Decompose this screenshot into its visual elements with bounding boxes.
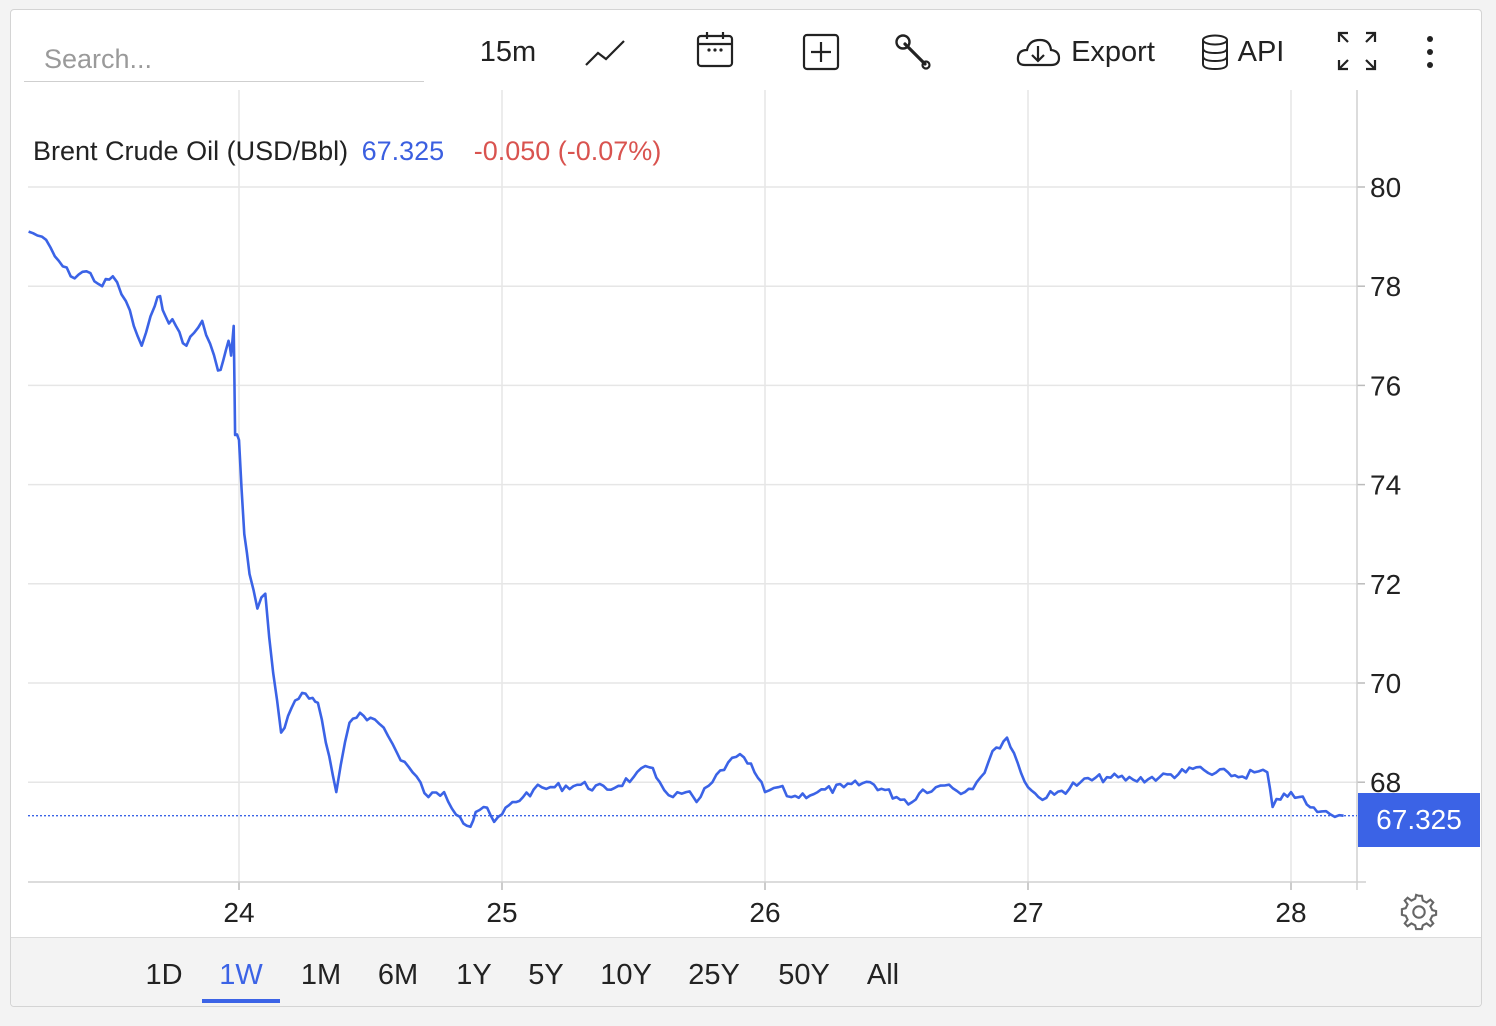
more-vertical-icon xyxy=(1427,36,1433,68)
chart-widget xyxy=(10,9,1482,1007)
search-input[interactable] xyxy=(24,38,424,82)
chart-type-button[interactable] xyxy=(582,30,628,74)
chart-legend: Brent Crude Oil (USD/Bbl) 67.325 -0.050 … xyxy=(33,136,661,167)
settings-gear-icon[interactable] xyxy=(1400,893,1438,931)
export-button[interactable]: Export xyxy=(1012,30,1158,74)
range-selector-bar xyxy=(11,937,1481,1006)
range-button-all[interactable]: All xyxy=(866,959,900,991)
interval-selector[interactable]: 15m xyxy=(470,30,546,74)
fullscreen-icon xyxy=(1337,31,1377,71)
x-tick-label: 27 xyxy=(1012,897,1043,928)
range-button-1w[interactable]: 1W xyxy=(202,959,280,1003)
fullscreen-button[interactable] xyxy=(1334,28,1380,74)
y-tick-label: 80 xyxy=(1370,172,1401,203)
range-button-50y[interactable]: 50Y xyxy=(778,959,830,991)
date-range-button[interactable] xyxy=(692,28,738,72)
add-square-icon xyxy=(802,33,840,71)
last-price-badge: 67.325 xyxy=(1358,793,1480,847)
y-tick-label: 74 xyxy=(1370,470,1401,501)
legend-change: -0.050 (-0.07%) xyxy=(473,136,662,166)
api-label: API xyxy=(1237,35,1285,68)
range-button-1m[interactable]: 1M xyxy=(300,959,342,991)
range-button-1y[interactable]: 1Y xyxy=(456,959,492,991)
api-button[interactable]: API xyxy=(1196,30,1288,74)
y-tick-label: 76 xyxy=(1370,370,1401,401)
range-button-10y[interactable]: 10Y xyxy=(600,959,652,991)
x-tick-label: 25 xyxy=(486,897,517,928)
line-chart-icon xyxy=(585,40,625,66)
range-button-6m[interactable]: 6M xyxy=(377,959,419,991)
x-tick-label: 28 xyxy=(1275,897,1306,928)
y-tick-label: 78 xyxy=(1370,271,1401,302)
wrench-icon xyxy=(895,34,931,70)
range-button-25y[interactable]: 25Y xyxy=(688,959,740,991)
x-tick-label: 24 xyxy=(223,897,254,928)
x-tick-label: 26 xyxy=(749,897,780,928)
database-icon xyxy=(1201,34,1228,70)
indicators-button[interactable] xyxy=(890,30,936,74)
compare-add-button[interactable] xyxy=(798,30,844,74)
cloud-download-icon xyxy=(1016,38,1061,67)
interval-label: 15m xyxy=(479,35,537,68)
range-button-1d[interactable]: 1D xyxy=(145,959,183,991)
export-label: Export xyxy=(1071,35,1155,68)
more-options-button[interactable] xyxy=(1412,30,1448,74)
legend-price: 67.325 xyxy=(361,136,445,166)
grid-lines xyxy=(28,90,1357,882)
y-tick-label: 72 xyxy=(1370,569,1401,600)
range-button-5y[interactable]: 5Y xyxy=(528,959,564,991)
y-tick-label: 70 xyxy=(1370,668,1401,699)
legend-instrument-name: Brent Crude Oil (USD/Bbl) xyxy=(33,136,349,166)
price-series-line[interactable] xyxy=(28,230,1344,829)
calendar-icon xyxy=(696,32,734,68)
